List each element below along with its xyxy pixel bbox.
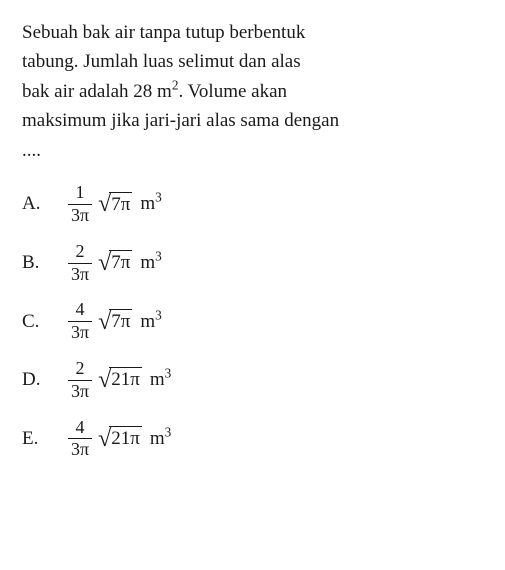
sqrt-content: 21π xyxy=(109,367,142,393)
sqrt-icon: √ xyxy=(98,251,111,275)
question-text: Sebuah bak air tanpa tutup berbentuk tab… xyxy=(22,18,483,165)
option-e: E. 4 3π √ 21π m3 xyxy=(22,418,483,461)
sqrt: √ 7π xyxy=(98,250,132,276)
option-formula: 2 3π √ 7π m3 xyxy=(68,242,162,285)
sqrt-icon: √ xyxy=(98,368,111,392)
option-letter: A. xyxy=(22,193,50,215)
fraction: 4 3π xyxy=(68,418,92,461)
option-letter: C. xyxy=(22,311,50,333)
option-formula: 2 3π √ 21π m3 xyxy=(68,359,171,402)
numerator: 4 xyxy=(73,418,88,439)
denominator: 3π xyxy=(68,380,92,402)
option-formula: 4 3π √ 21π m3 xyxy=(68,418,171,461)
numerator: 4 xyxy=(73,300,88,321)
question-line3-sup: 2 xyxy=(172,78,179,93)
numerator: 2 xyxy=(73,359,88,380)
fraction: 2 3π xyxy=(68,359,92,402)
unit: m3 xyxy=(140,193,161,215)
unit: m3 xyxy=(150,369,171,391)
option-d: D. 2 3π √ 21π m3 xyxy=(22,359,483,402)
question-line2: tabung. Jumlah luas selimut dan alas xyxy=(22,51,301,72)
question-line3-post: . Volume akan xyxy=(179,81,288,102)
denominator: 3π xyxy=(68,204,92,226)
sqrt-icon: √ xyxy=(98,427,111,451)
question-line5: .... xyxy=(22,140,41,161)
fraction: 2 3π xyxy=(68,242,92,285)
question-line1: Sebuah bak air tanpa tutup berbentuk xyxy=(22,22,305,43)
sqrt: √ 7π xyxy=(98,192,132,218)
sqrt-content: 7π xyxy=(109,309,132,335)
unit: m3 xyxy=(140,311,161,333)
denominator: 3π xyxy=(68,321,92,343)
option-b: B. 2 3π √ 7π m3 xyxy=(22,242,483,285)
option-letter: B. xyxy=(22,252,50,274)
question-line4: maksimum jika jari-jari alas sama dengan xyxy=(22,110,339,131)
sqrt: √ 21π xyxy=(98,367,142,393)
sqrt-icon: √ xyxy=(98,310,111,334)
unit: m3 xyxy=(140,252,161,274)
sqrt: √ 21π xyxy=(98,426,142,452)
sqrt-icon: √ xyxy=(98,192,111,216)
option-formula: 4 3π √ 7π m3 xyxy=(68,300,162,343)
option-a: A. 1 3π √ 7π m3 xyxy=(22,183,483,226)
option-c: C. 4 3π √ 7π m3 xyxy=(22,300,483,343)
question-line3-pre: bak air adalah 28 m xyxy=(22,81,172,102)
denominator: 3π xyxy=(68,438,92,460)
options-list: A. 1 3π √ 7π m3 B. 2 3π √ 7π m3 xyxy=(22,183,483,460)
sqrt-content: 7π xyxy=(109,192,132,218)
numerator: 1 xyxy=(73,183,88,204)
sqrt-content: 21π xyxy=(109,426,142,452)
sqrt-content: 7π xyxy=(109,250,132,276)
option-formula: 1 3π √ 7π m3 xyxy=(68,183,162,226)
unit: m3 xyxy=(150,428,171,450)
fraction: 4 3π xyxy=(68,300,92,343)
denominator: 3π xyxy=(68,263,92,285)
fraction: 1 3π xyxy=(68,183,92,226)
option-letter: D. xyxy=(22,369,50,391)
numerator: 2 xyxy=(73,242,88,263)
sqrt: √ 7π xyxy=(98,309,132,335)
option-letter: E. xyxy=(22,428,50,450)
